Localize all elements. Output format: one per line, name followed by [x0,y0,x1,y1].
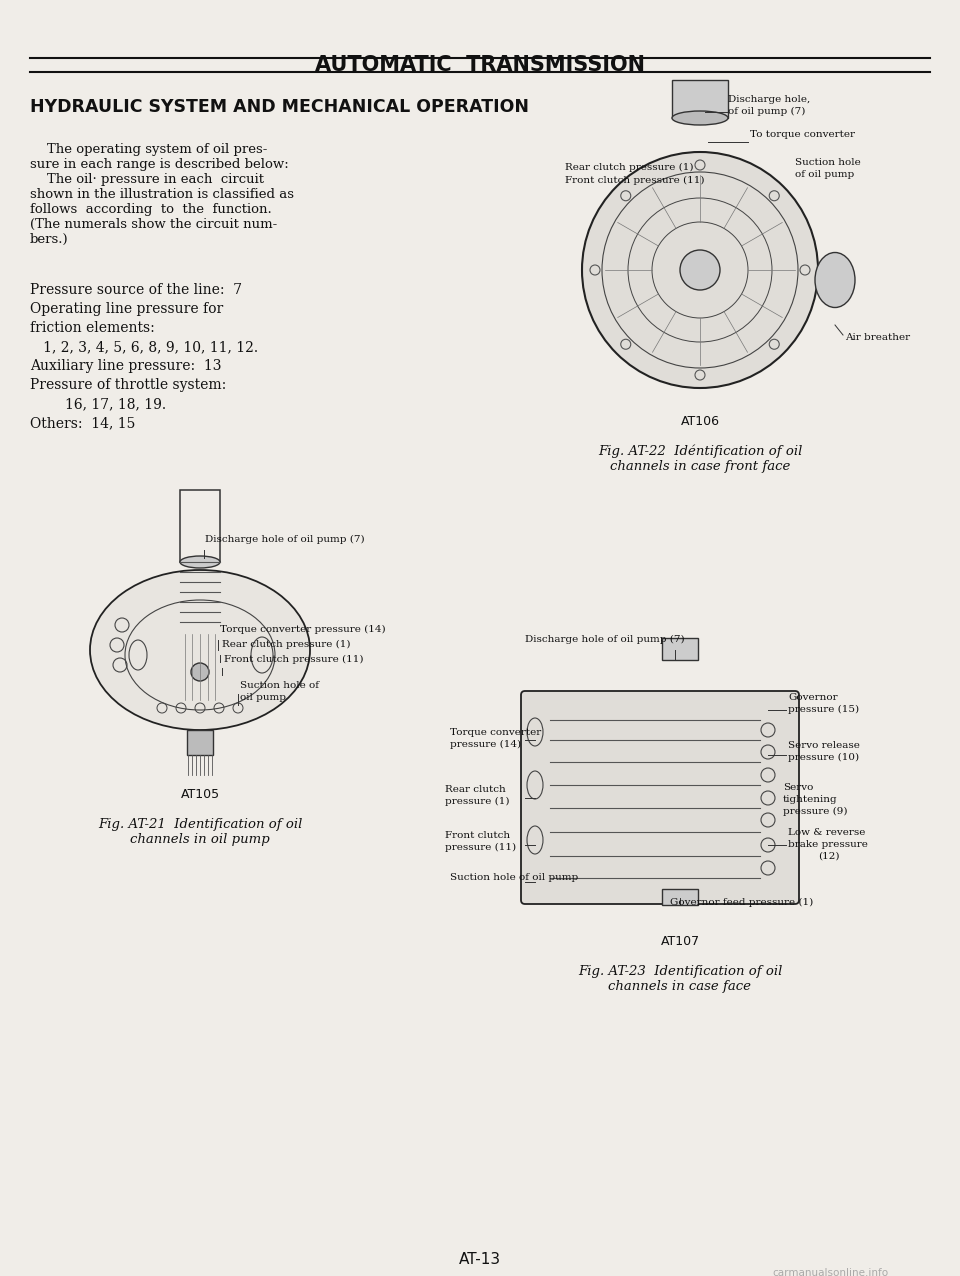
Text: of oil pump (7): of oil pump (7) [728,107,805,116]
Text: Fig. AT-22  Idéntification of oil: Fig. AT-22 Idéntification of oil [598,444,803,458]
Text: To torque converter: To torque converter [750,130,855,139]
Text: AUTOMATIC  TRANSMISSION: AUTOMATIC TRANSMISSION [315,55,645,75]
Text: Fig. AT-21  Identification of oil: Fig. AT-21 Identification of oil [98,818,302,831]
Text: Torque converter pressure (14): Torque converter pressure (14) [220,625,386,634]
Text: 1, 2, 3, 4, 5, 6, 8, 9, 10, 11, 12.: 1, 2, 3, 4, 5, 6, 8, 9, 10, 11, 12. [30,339,258,353]
Text: carmanualsonline.info: carmanualsonline.info [772,1268,888,1276]
Text: Operating line pressure for: Operating line pressure for [30,302,224,316]
Text: pressure (15): pressure (15) [788,704,859,715]
Text: channels in oil pump: channels in oil pump [131,833,270,846]
Text: Front clutch: Front clutch [445,831,510,840]
Text: Rear clutch pressure (1): Rear clutch pressure (1) [565,163,693,172]
Text: Low & reverse: Low & reverse [788,828,865,837]
Text: brake pressure: brake pressure [788,840,868,849]
Text: Suction hole of oil pump: Suction hole of oil pump [450,873,578,882]
Text: bers.): bers.) [30,234,68,246]
Text: channels in case face: channels in case face [609,980,752,993]
Ellipse shape [815,253,855,308]
Text: Fig. AT-23  Identification of oil: Fig. AT-23 Identification of oil [578,965,782,977]
Text: AT106: AT106 [681,415,719,427]
Text: The oil· pressure in each  circuit: The oil· pressure in each circuit [30,174,264,186]
Text: Discharge hole of oil pump (7): Discharge hole of oil pump (7) [525,635,684,644]
Text: (12): (12) [818,852,839,861]
Ellipse shape [672,111,728,125]
Text: Air breather: Air breather [845,333,910,342]
Text: Servo: Servo [783,783,813,792]
Text: tightening: tightening [783,795,838,804]
Ellipse shape [180,556,220,568]
FancyBboxPatch shape [521,692,799,903]
Bar [662,889,698,905]
Text: oil pump: oil pump [240,693,286,702]
Text: HYDRAULIC SYSTEM AND MECHANICAL OPERATION: HYDRAULIC SYSTEM AND MECHANICAL OPERATIO… [30,98,529,116]
Text: pressure (10): pressure (10) [788,753,859,762]
Text: The operating system of oil pres-: The operating system of oil pres- [30,143,268,156]
Text: Suction hole of: Suction hole of [240,681,319,690]
Text: Auxiliary line pressure:  13: Auxiliary line pressure: 13 [30,359,222,373]
Bar [672,80,728,117]
Text: Torque converter: Torque converter [450,729,541,738]
Text: shown in the illustration is classified as: shown in the illustration is classified … [30,188,294,202]
Text: pressure (9): pressure (9) [783,806,848,815]
Text: Discharge hole of oil pump (7): Discharge hole of oil pump (7) [205,535,365,544]
Text: pressure (1): pressure (1) [445,798,510,806]
Text: Governor: Governor [788,693,838,702]
Text: Others:  14, 15: Others: 14, 15 [30,416,135,430]
Text: Front clutch pressure (11): Front clutch pressure (11) [224,655,364,664]
Bar [187,730,213,755]
Text: of oil pump: of oil pump [795,170,854,179]
Ellipse shape [90,570,310,730]
Text: AT105: AT105 [180,789,220,801]
Text: 16, 17, 18, 19.: 16, 17, 18, 19. [30,397,166,411]
Circle shape [680,250,720,290]
Text: pressure (14): pressure (14) [450,740,521,749]
Text: Governor feed pressure (1): Governor feed pressure (1) [670,898,813,907]
Text: Suction hole: Suction hole [795,158,861,167]
Bar [662,638,698,660]
Text: channels in case front face: channels in case front face [610,461,790,473]
Circle shape [191,664,209,681]
Text: Front clutch pressure (11): Front clutch pressure (11) [565,176,705,185]
Text: Rear clutch: Rear clutch [445,785,506,794]
Text: (The numerals show the circuit num-: (The numerals show the circuit num- [30,218,277,231]
Text: AT-13: AT-13 [459,1252,501,1267]
Circle shape [582,152,818,388]
Text: pressure (11): pressure (11) [445,843,516,852]
Text: friction elements:: friction elements: [30,322,155,336]
Text: Rear clutch pressure (1): Rear clutch pressure (1) [222,639,350,649]
Text: follows  according  to  the  function.: follows according to the function. [30,203,272,216]
Text: Discharge hole,: Discharge hole, [728,94,810,105]
Text: Pressure source of the line:  7: Pressure source of the line: 7 [30,283,242,297]
Text: Pressure of throttle system:: Pressure of throttle system: [30,378,227,392]
Text: Servo release: Servo release [788,741,860,750]
Bar [180,490,220,561]
Text: sure in each range is described below:: sure in each range is described below: [30,158,289,171]
Text: AT107: AT107 [660,935,700,948]
